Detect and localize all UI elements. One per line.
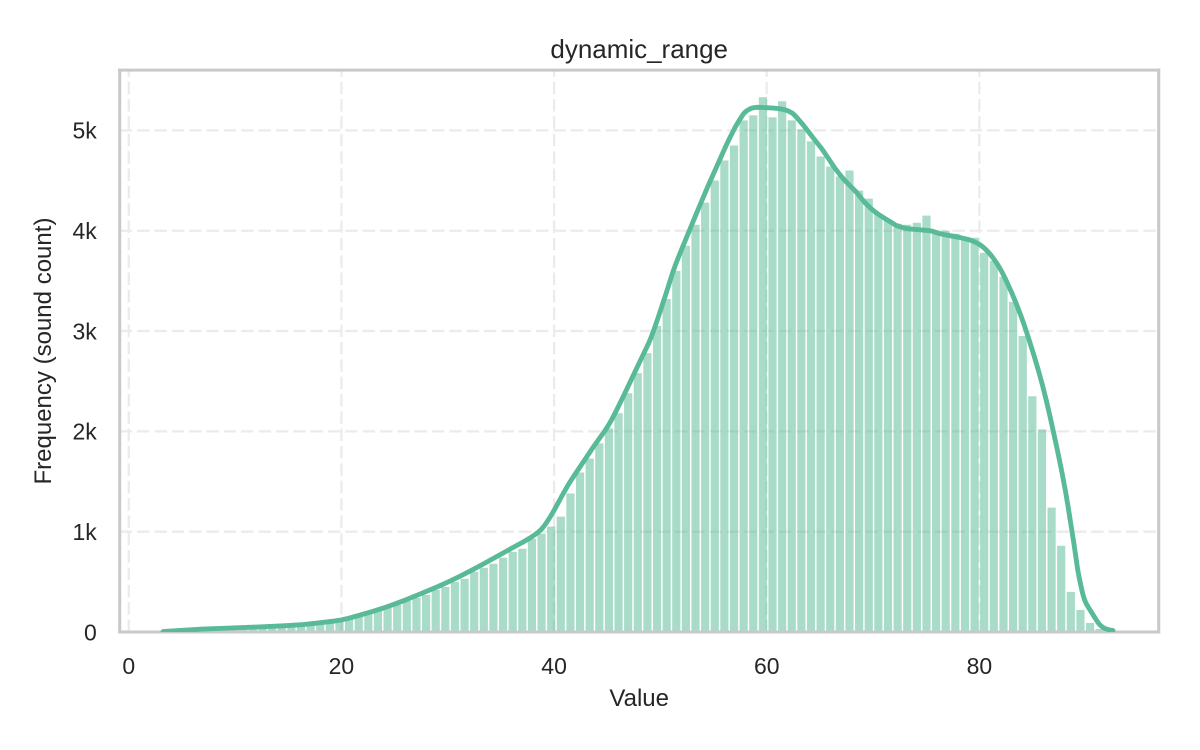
svg-text:0: 0 (84, 619, 97, 645)
svg-text:5k: 5k (73, 118, 98, 144)
svg-text:2k: 2k (73, 419, 98, 445)
svg-text:40: 40 (541, 653, 567, 679)
svg-text:Frequency (sound count): Frequency (sound count) (30, 218, 57, 485)
svg-text:dynamic_range: dynamic_range (550, 34, 728, 64)
svg-text:80: 80 (967, 653, 993, 679)
svg-text:60: 60 (754, 653, 780, 679)
svg-text:3k: 3k (73, 318, 98, 344)
svg-text:20: 20 (329, 653, 355, 679)
svg-text:Value: Value (609, 685, 669, 712)
svg-text:0: 0 (122, 653, 135, 679)
svg-text:4k: 4k (73, 218, 98, 244)
svg-text:1k: 1k (73, 519, 98, 545)
